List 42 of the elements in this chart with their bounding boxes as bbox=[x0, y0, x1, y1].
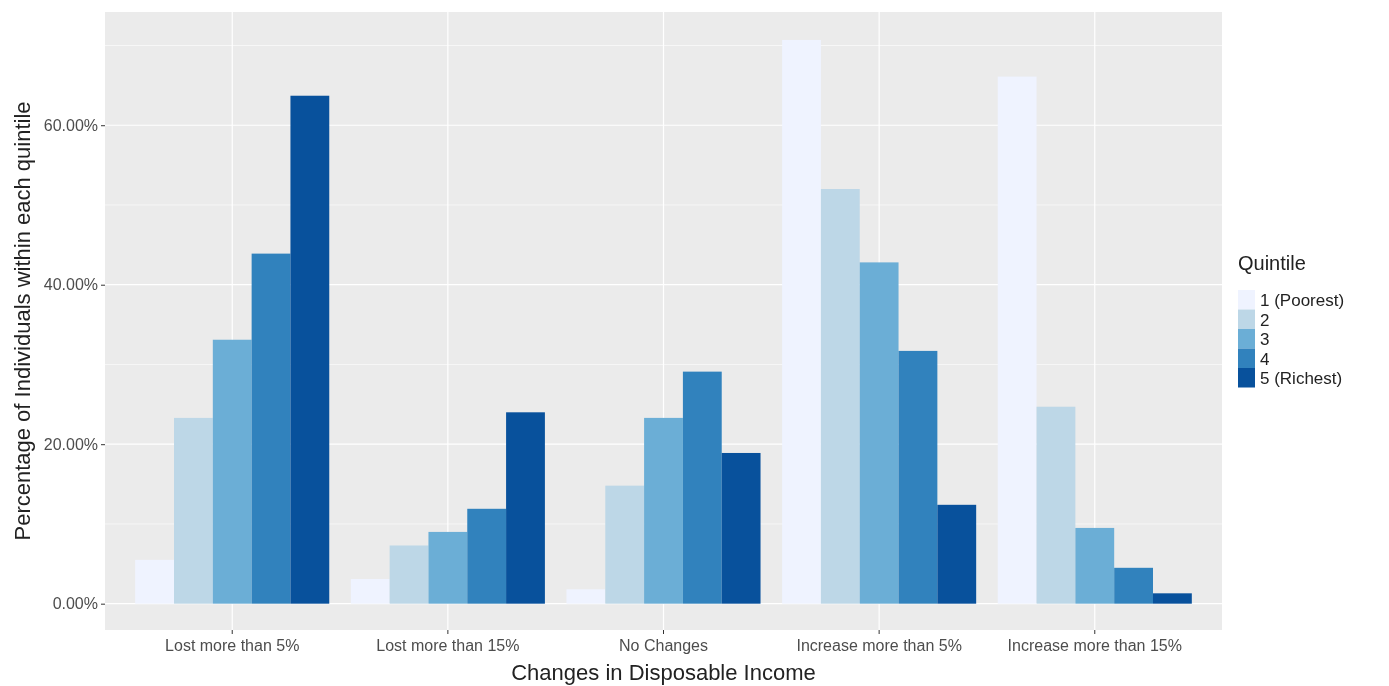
bar bbox=[898, 350, 938, 604]
bar bbox=[389, 545, 429, 604]
bar bbox=[782, 39, 821, 604]
bar bbox=[350, 578, 390, 604]
bar bbox=[605, 485, 645, 604]
bar bbox=[644, 417, 683, 604]
bar bbox=[506, 412, 545, 604]
x-axis-title: Changes in Disposable Income bbox=[511, 660, 816, 685]
legend-title: Quintile bbox=[1238, 252, 1306, 274]
bar bbox=[428, 531, 468, 604]
bar bbox=[212, 339, 252, 604]
bar bbox=[937, 504, 977, 604]
bar bbox=[1114, 567, 1153, 604]
legend-label: 3 bbox=[1260, 330, 1270, 349]
bar bbox=[721, 452, 761, 604]
bar bbox=[997, 76, 1037, 604]
bar bbox=[859, 262, 899, 604]
y-tick-label: 60.00% bbox=[43, 116, 98, 134]
bar bbox=[566, 589, 606, 604]
legend-label: 5 (Richest) bbox=[1260, 369, 1343, 388]
bar bbox=[251, 253, 291, 604]
x-tick-label: Increase more than 15% bbox=[1007, 637, 1182, 655]
bar bbox=[1075, 527, 1115, 604]
x-tick-label: Lost more than 5% bbox=[165, 637, 300, 655]
bar bbox=[290, 95, 330, 604]
y-axis-title: Percentage of Individuals within each quintile bbox=[10, 101, 35, 541]
bar bbox=[1036, 406, 1076, 604]
x-tick-label: Lost more than 15% bbox=[376, 637, 520, 655]
y-tick-label: 0.00% bbox=[52, 595, 98, 613]
bar bbox=[174, 417, 213, 604]
legend-label: 4 bbox=[1260, 349, 1270, 369]
legend-label: 1 (Poorest) bbox=[1260, 291, 1345, 310]
y-tick-label: 20.00% bbox=[43, 435, 98, 453]
legend-label: 2 bbox=[1260, 310, 1270, 330]
bar bbox=[1153, 593, 1192, 604]
y-tick-label: 40.00% bbox=[43, 276, 98, 294]
bar bbox=[135, 559, 174, 604]
x-tick-label: Increase more than 5% bbox=[796, 637, 962, 655]
bar bbox=[682, 371, 722, 604]
x-tick-label: No Changes bbox=[619, 637, 708, 655]
bar bbox=[820, 189, 860, 604]
bar bbox=[467, 508, 507, 604]
